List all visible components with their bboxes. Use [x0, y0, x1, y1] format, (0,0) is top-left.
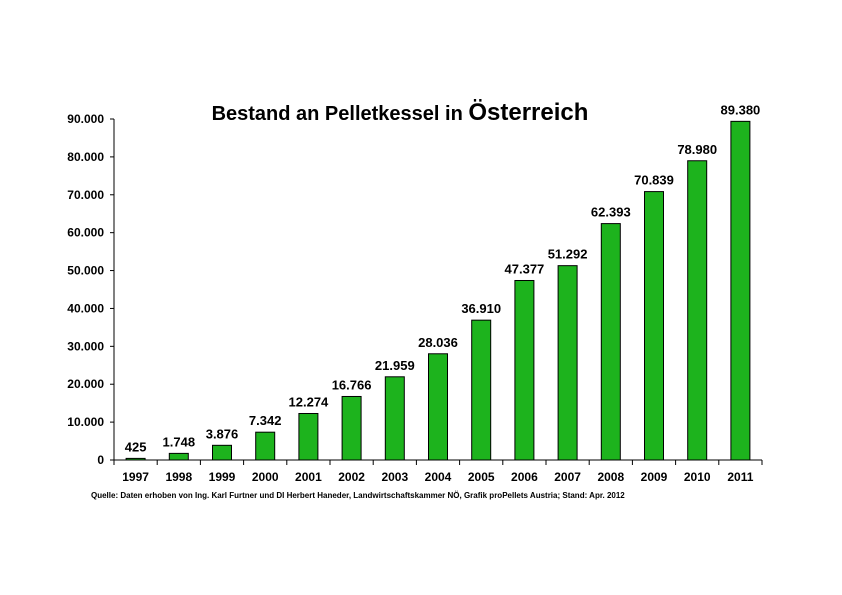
- data-label: 78.980: [677, 142, 717, 157]
- y-tick-label: 60.000: [67, 226, 104, 240]
- chart-title: Bestand an Pelletkessel in Österreich: [212, 99, 589, 126]
- x-tick-label: 2007: [554, 470, 581, 484]
- x-tick-label: 2003: [381, 470, 408, 484]
- y-tick-label: 30.000: [67, 339, 104, 353]
- bar: [428, 353, 448, 461]
- x-tick-label: 1998: [165, 470, 192, 484]
- bar: [212, 444, 232, 461]
- data-label: 36.910: [461, 301, 501, 316]
- bar: [687, 160, 708, 461]
- data-label: 51.292: [548, 247, 588, 262]
- x-tick-label: 2008: [597, 470, 624, 484]
- data-label: 12.274: [289, 394, 330, 409]
- data-label: 28.036: [418, 335, 458, 350]
- bar: [471, 319, 492, 461]
- y-axis: 0 10.000 20.000 30.000 40.000 50.000 60.000 70.…: [67, 112, 115, 467]
- data-label: 1.748: [163, 434, 196, 449]
- chart-title-country: Österreich: [468, 99, 588, 126]
- x-tick-label: 2001: [295, 470, 322, 484]
- bar: [255, 431, 276, 461]
- x-tick-label: 1999: [209, 470, 236, 484]
- data-label: 70.839: [634, 173, 674, 188]
- data-label: 62.393: [591, 205, 631, 220]
- data-label: 21.959: [375, 358, 415, 373]
- y-tick-label: 80.000: [67, 150, 104, 164]
- y-tick-label: 10.000: [67, 415, 104, 429]
- y-tick-label: 70.000: [67, 188, 104, 202]
- chart-title-prefix: Bestand an Pelletkessel in: [212, 103, 463, 125]
- data-label: 425: [125, 439, 147, 454]
- data-label: 47.377: [505, 261, 545, 276]
- x-tick-label: 2011: [727, 470, 753, 484]
- x-tick-label: 2000: [252, 470, 279, 484]
- y-tick-label: 90.000: [67, 112, 104, 126]
- x-tick-label: 1997: [122, 470, 149, 484]
- bar: [514, 279, 535, 461]
- bar: [384, 376, 405, 461]
- bar: [600, 223, 621, 461]
- y-tick-label: 50.000: [67, 264, 104, 278]
- x-tick-label: 2004: [425, 470, 452, 484]
- bars: [125, 120, 751, 461]
- data-label: 89.380: [721, 102, 761, 117]
- data-label: 7.342: [249, 413, 282, 428]
- y-tick-label: 20.000: [67, 377, 104, 391]
- x-tick-label: 2005: [468, 470, 495, 484]
- bar: [168, 452, 189, 461]
- bar: [730, 120, 751, 461]
- bar: [557, 265, 578, 461]
- bar: [644, 191, 664, 461]
- x-axis: 1997 1998 1999 2000 2001 2002 2003 2004 2005 2006…: [113, 459, 763, 484]
- source-note: Quelle: Daten erhoben von Ing. Karl Furt…: [91, 491, 625, 500]
- x-tick-label: 2009: [641, 470, 668, 484]
- y-tick-label: 0: [97, 453, 104, 467]
- data-label: 3.876: [206, 426, 239, 441]
- x-tick-label: 2002: [338, 470, 365, 484]
- bar: [341, 395, 362, 461]
- data-labels: 425 1.748 3.876 7.342 12.27416.76621.95928.0…: [125, 102, 761, 454]
- x-tick-label: 2006: [511, 470, 538, 484]
- data-label: 16.766: [332, 377, 372, 392]
- bar: [125, 457, 146, 461]
- x-tick-label: 2010: [684, 470, 711, 484]
- y-tick-label: 40.000: [67, 301, 104, 315]
- bar: [298, 412, 319, 461]
